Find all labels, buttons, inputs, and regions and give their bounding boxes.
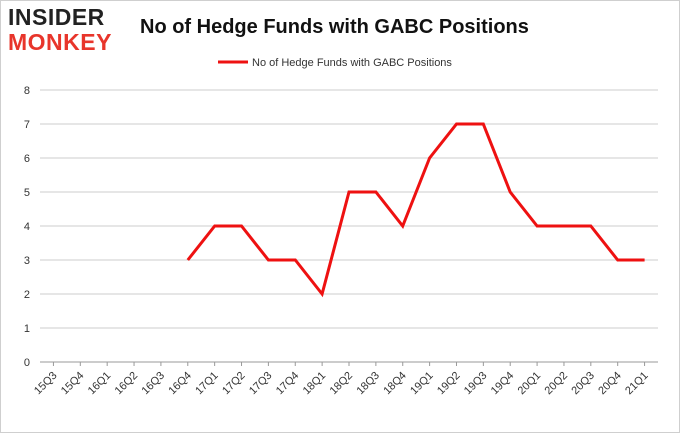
- y-tick-label: 7: [24, 119, 30, 131]
- series-group: [186, 122, 645, 298]
- x-tick-label: 15Q4: [59, 370, 87, 398]
- grid-lines: [40, 89, 658, 329]
- logo-text-top: INSIDER: [8, 4, 105, 30]
- x-tick-label: 16Q2: [113, 370, 141, 398]
- x-axis-ticks: 15Q3 15Q4 16Q1 16Q2 16Q3 16Q4 17Q1 17Q2 17Q3 17Q4…: [32, 362, 651, 397]
- y-tick-label: 3: [24, 255, 30, 267]
- y-tick-label: 1: [24, 323, 30, 335]
- x-tick-label: 17Q3: [247, 370, 275, 398]
- y-tick-label: 5: [24, 187, 30, 199]
- x-tick-label: 15Q3: [32, 370, 60, 398]
- x-tick-label: 16Q1: [86, 370, 114, 398]
- x-tick-label: 16Q3: [140, 370, 168, 398]
- x-tick-label: 20Q4: [596, 370, 624, 398]
- x-tick-label: 18Q2: [328, 370, 356, 398]
- y-tick-label: 4: [24, 221, 30, 233]
- x-tick-label: 20Q3: [569, 370, 597, 398]
- x-tick-label: 20Q2: [543, 370, 571, 398]
- x-tick-label: 19Q2: [435, 370, 463, 398]
- chart-title: No of Hedge Funds with GABC Positions: [140, 16, 529, 38]
- series-line: [186, 122, 645, 298]
- y-axis-ticks: 0 1 2 3 4 5 6 7 8: [24, 85, 30, 369]
- legend-label: No of Hedge Funds with GABC Positions: [252, 57, 452, 69]
- y-tick-label: 6: [24, 153, 30, 165]
- x-tick-label: 17Q1: [193, 370, 221, 398]
- x-tick-label: 17Q4: [274, 370, 302, 398]
- x-tick-label: 19Q3: [462, 370, 490, 398]
- x-tick-label: 16Q4: [166, 370, 194, 398]
- x-tick-label: 19Q1: [408, 370, 436, 398]
- x-tick-label: 17Q2: [220, 370, 248, 398]
- y-tick-label: 2: [24, 289, 30, 301]
- x-tick-label: 20Q1: [516, 370, 544, 398]
- legend: No of Hedge Funds with GABC Positions: [218, 57, 452, 69]
- x-tick-label: 18Q4: [381, 370, 409, 398]
- x-tick-label: 21Q1: [623, 370, 651, 398]
- x-tick-label: 18Q3: [354, 370, 382, 398]
- y-tick-label: 8: [24, 85, 30, 97]
- x-tick-label: 18Q1: [301, 370, 329, 398]
- logo-text-bottom: MONKEY: [8, 29, 112, 55]
- insider-monkey-logo: INSIDER MONKEY: [8, 6, 128, 58]
- y-tick-label: 0: [24, 357, 30, 369]
- x-tick-label: 19Q4: [489, 370, 517, 398]
